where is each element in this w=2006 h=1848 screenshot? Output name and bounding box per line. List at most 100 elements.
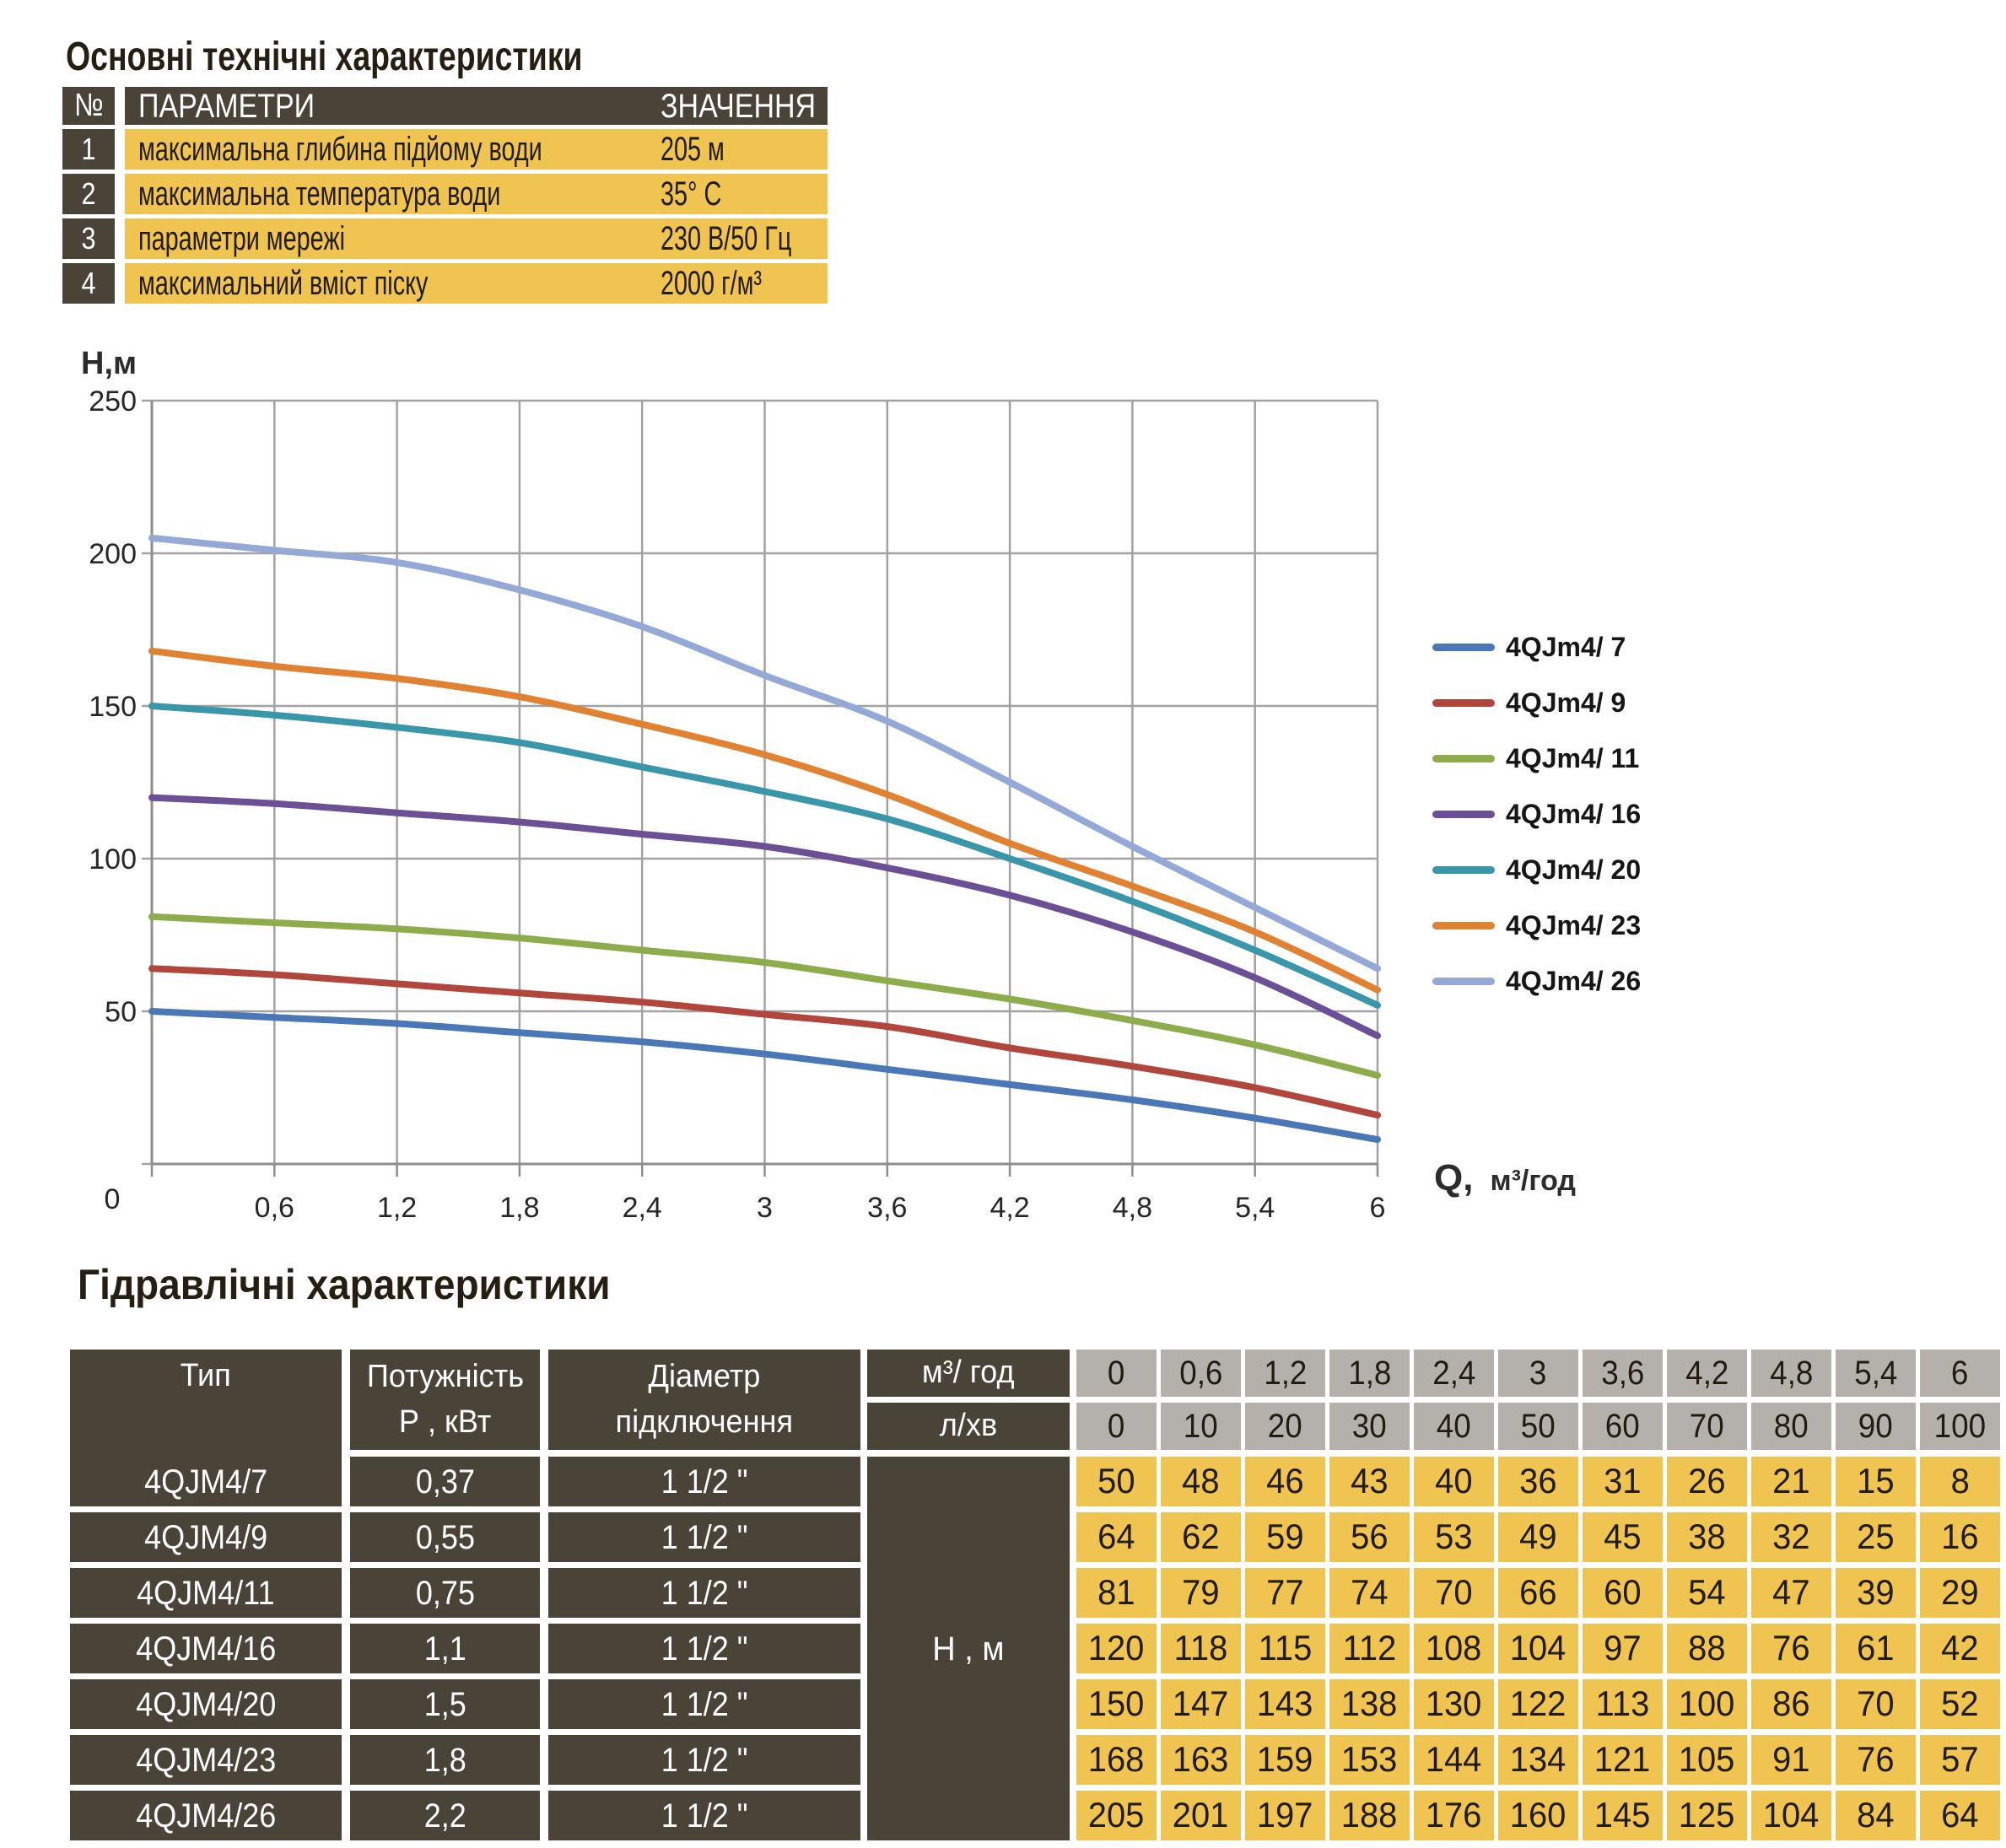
cell-text: 60 (1604, 1572, 1642, 1613)
legend-item: 4QJm4/ 9 (1432, 675, 1641, 730)
head-value-cell: 105 (1667, 1735, 1747, 1785)
cell-text: 4,8 (1769, 1355, 1814, 1392)
legend-label: 4QJm4/ 20 (1506, 854, 1642, 885)
cell-text: максимальна температура води (138, 175, 501, 213)
cell-text: 104 (1763, 1795, 1820, 1835)
legend-item: 4QJm4/ 23 (1432, 897, 1641, 953)
value-cell: 205 м (649, 129, 828, 170)
legend-swatch (1432, 921, 1495, 929)
head-value-cell: 62 (1161, 1512, 1241, 1562)
cell-text: 4 (81, 266, 96, 301)
cell-text: 168 (1088, 1739, 1145, 1780)
flow-m3-cell: 6 (1920, 1350, 2000, 1397)
cell-text: 91 (1772, 1739, 1810, 1780)
cell-text: 115 (1258, 1628, 1313, 1668)
diameter-cell: 1 1/2 " (548, 1624, 860, 1673)
flow-lmin-cell: 80 (1751, 1403, 1831, 1450)
cell-text: 36 (1519, 1461, 1557, 1501)
flow-lmin-cell: 60 (1583, 1403, 1663, 1450)
legend-swatch (1432, 810, 1495, 818)
cell-text: 70 (1857, 1684, 1895, 1724)
cell-text: 76 (1857, 1739, 1895, 1780)
x-tick-label: 2,4 (623, 1192, 662, 1224)
cell-text: 61 (1857, 1628, 1895, 1668)
head-value-cell: 52 (1920, 1679, 2000, 1729)
series-line-4QJm47 (148, 1008, 1381, 1143)
cell-text: 130 (1426, 1684, 1482, 1724)
hydraulic-table: Тип Потужність Р , кВт Діаметр підключення м³… (70, 1350, 2003, 1842)
head-value-cell: 201 (1161, 1791, 1241, 1840)
cell-text: 59 (1266, 1517, 1304, 1557)
cell-text: 120 (1088, 1628, 1145, 1668)
y-tick-label: 150 (89, 691, 137, 723)
head-value-cell: 76 (1836, 1735, 1916, 1785)
cell-text: 138 (1341, 1684, 1398, 1724)
cell-text: 4,2 (1685, 1355, 1729, 1392)
cell-text: 0 (1108, 1408, 1125, 1445)
legend-item: 4QJm4/ 26 (1432, 953, 1641, 1009)
legend-label: 4QJm4/ 9 (1506, 687, 1626, 718)
diameter-cell: 1 1/2 " (548, 1457, 860, 1506)
legend-item: 4QJm4/ 16 (1432, 786, 1641, 842)
cell-text: 38 (1688, 1517, 1726, 1557)
cell-text: 1 1/2 " (661, 1574, 748, 1612)
flow-lmin-header: л/хв (867, 1403, 1070, 1450)
head-value-cell: 25 (1836, 1512, 1916, 1562)
head-value-cell: 64 (1076, 1512, 1157, 1562)
diameter-header: Діаметр підключення (548, 1350, 860, 1450)
cell-text: Р , кВт (398, 1404, 492, 1440)
head-value-cell: 74 (1329, 1568, 1410, 1618)
cell-text: 10 (1184, 1408, 1218, 1445)
y-tick-label: 200 (89, 538, 137, 570)
cell-text: 104 (1510, 1628, 1567, 1668)
head-value-cell: 60 (1583, 1568, 1663, 1618)
cell-text: 60 (1605, 1408, 1640, 1445)
head-value-cell: 150 (1076, 1679, 1157, 1729)
cell-text: 57 (1941, 1739, 1979, 1780)
head-value-cell: 125 (1667, 1791, 1747, 1840)
row-num-cell: 3 (62, 218, 115, 259)
legend-swatch (1432, 643, 1495, 651)
head-value-cell: 104 (1498, 1624, 1578, 1673)
cell-text: 6 (1951, 1355, 1969, 1392)
chart-x-axis-title: Q, м³/год (1434, 1157, 1576, 1199)
power-cell: 0,37 (350, 1457, 540, 1506)
head-value-cell: 49 (1498, 1512, 1578, 1562)
head-value-cell: 54 (1667, 1568, 1747, 1618)
head-value-cell: 86 (1751, 1679, 1831, 1729)
cell-text: 0 (1108, 1355, 1125, 1392)
col-header-value: ЗНАЧЕННЯ (649, 87, 828, 125)
head-value-cell: 163 (1161, 1735, 1241, 1785)
power-cell: 1,5 (350, 1679, 540, 1729)
cell-text: 4QJM4/9 (143, 1518, 268, 1556)
y-tick-label: 50 (105, 996, 137, 1028)
cell-text: 188 (1341, 1795, 1398, 1835)
cell-text: 26 (1688, 1461, 1726, 1501)
head-value-cell: 16 (1920, 1512, 2000, 1562)
cell-text: 74 (1351, 1572, 1389, 1613)
cell-text: 125 (1679, 1795, 1735, 1835)
power-cell: 1,8 (350, 1735, 540, 1785)
chart-legend: 4QJm4/ 7 4QJm4/ 9 4QJm4/ 11 4QJm4/ 16 4QJm4/… (1432, 619, 1641, 1009)
cell-text: ПАРАМЕТРИ (138, 87, 315, 125)
type-header: Тип (70, 1350, 342, 1460)
param-cell: максимальна глибина підйому води (125, 129, 650, 170)
head-value-cell: 70 (1836, 1679, 1916, 1729)
flow-lmin-cell: 70 (1667, 1403, 1747, 1450)
cell-text: 176 (1426, 1795, 1482, 1835)
cell-text: 3 (1529, 1355, 1547, 1392)
legend-swatch (1432, 698, 1495, 707)
cell-text: 42 (1941, 1628, 1979, 1668)
pump-curves-chart: 50 100 150 200 250 0 0,6 1,2 1,8 2,4 3 3,6 4,2 4,8 5,4… (89, 385, 1385, 1224)
head-value-cell: 81 (1076, 1568, 1157, 1618)
cell-text: підключення (615, 1404, 794, 1440)
x-tick-label: 4,2 (990, 1192, 1029, 1224)
cell-text: 122 (1510, 1684, 1567, 1724)
legend-swatch (1432, 754, 1495, 762)
head-value-cell: 144 (1414, 1735, 1494, 1785)
chart-x-title-q: Q, (1434, 1157, 1474, 1199)
pump-type-cell: 4QJM4/16 (70, 1624, 342, 1673)
cell-text: 86 (1772, 1684, 1810, 1724)
cell-text: 66 (1519, 1572, 1557, 1613)
head-value-cell: 46 (1245, 1457, 1325, 1506)
